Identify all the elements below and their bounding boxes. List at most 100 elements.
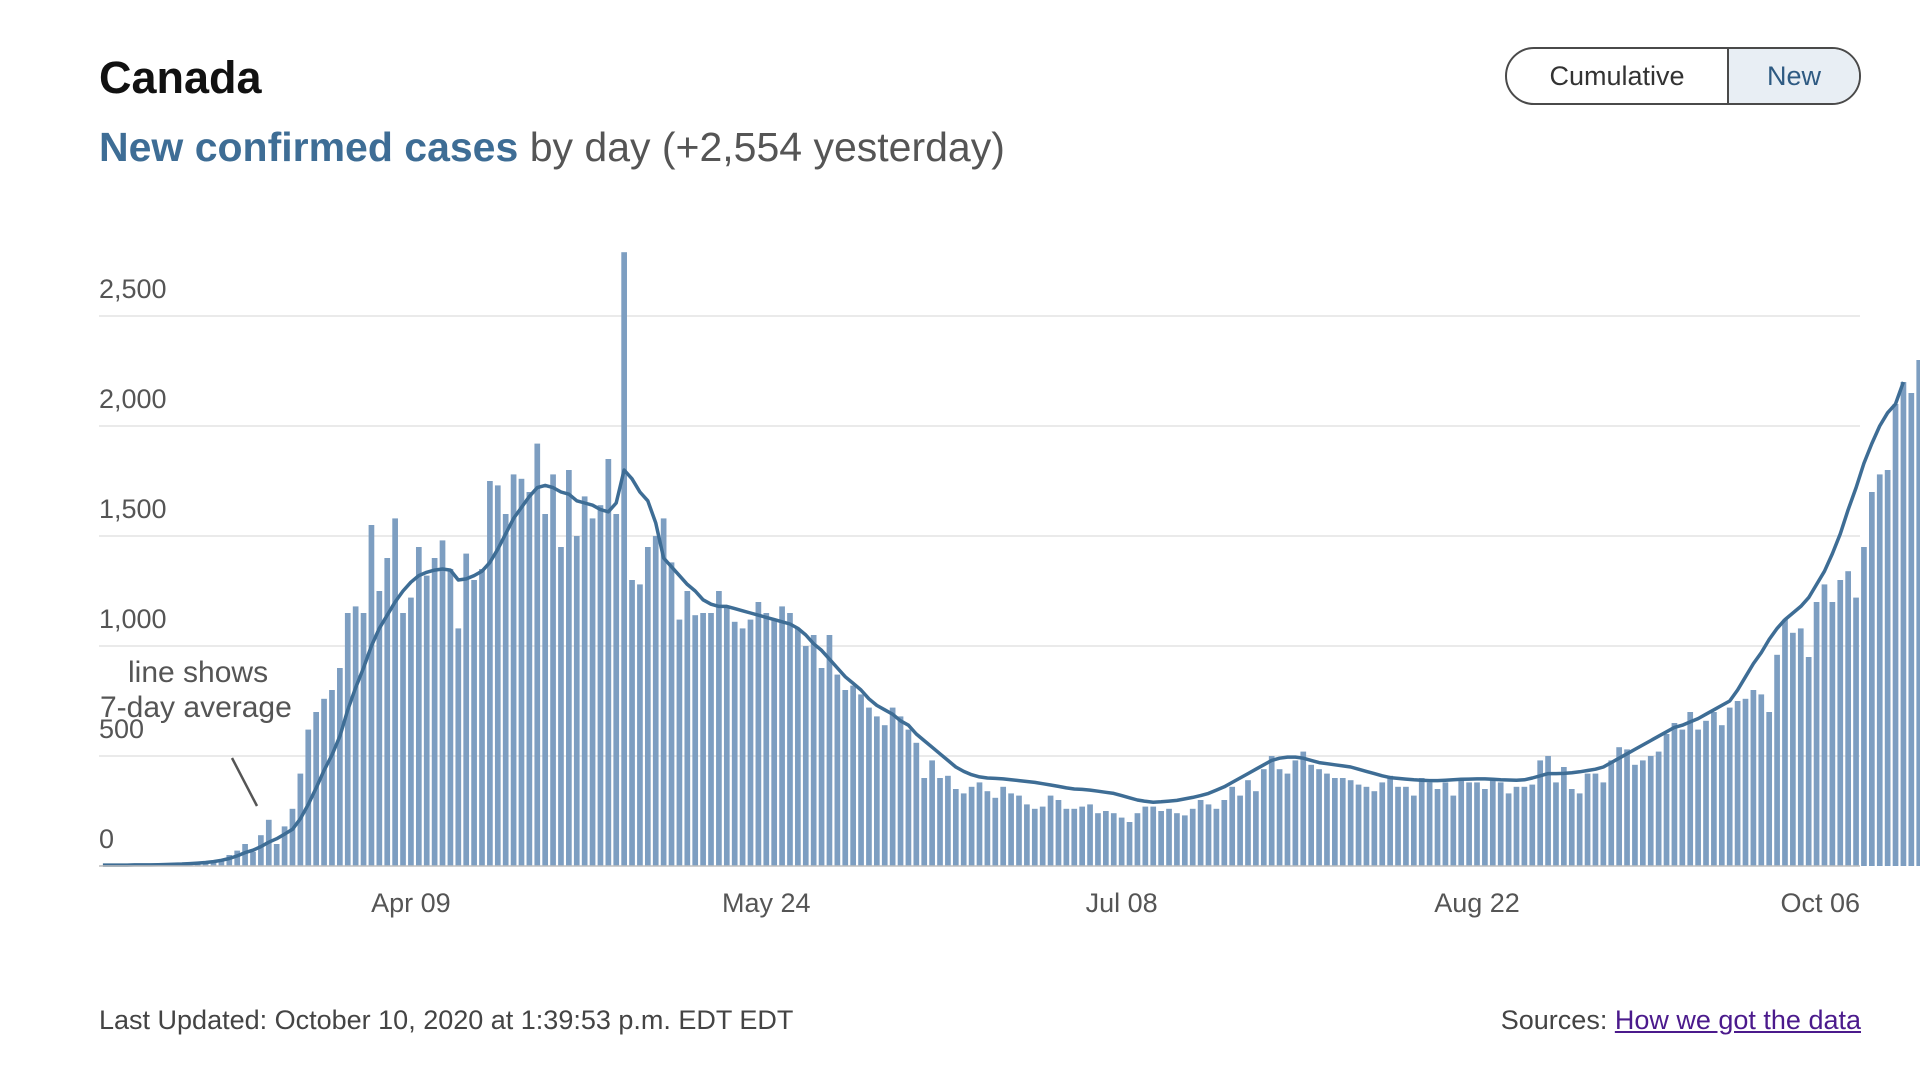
bar: [510, 474, 517, 866]
bar: [423, 575, 430, 866]
bar: [1079, 806, 1086, 866]
bar: [1158, 811, 1164, 866]
y-axis-labels: 0 500 1,000 1,500 2,000 2,500: [99, 274, 167, 854]
bar: [1782, 619, 1788, 866]
bar: [558, 547, 564, 866]
bar: [344, 613, 351, 866]
y-tick-label: 2,500: [99, 274, 167, 304]
bar: [1647, 756, 1654, 866]
new-toggle-button[interactable]: New: [1727, 49, 1859, 103]
bar: [1379, 782, 1386, 866]
x-tick-label: Apr 09: [371, 888, 451, 918]
bar: [250, 851, 256, 866]
bar: [1189, 808, 1196, 866]
bar: [1316, 769, 1322, 866]
bar: [242, 844, 248, 866]
x-tick-label: Jul 08: [1086, 888, 1158, 918]
bar: [1008, 793, 1014, 866]
bar: [605, 459, 612, 866]
bar: [1861, 547, 1867, 866]
bar: [708, 613, 714, 866]
bar: [897, 716, 904, 866]
bar: [581, 496, 588, 866]
view-toggle: Cumulative New: [1505, 47, 1861, 105]
bar: [1434, 789, 1441, 866]
bar: [1174, 813, 1180, 866]
bar: [384, 558, 391, 866]
bar: [1253, 791, 1259, 866]
bar: [747, 619, 754, 866]
bar: [1332, 778, 1338, 866]
bar: [1505, 793, 1512, 866]
metric-title: New confirmed cases: [99, 124, 519, 170]
sources-link[interactable]: How we got the data: [1614, 1005, 1861, 1035]
bar: [1150, 806, 1157, 866]
bar: [1639, 760, 1646, 866]
bar: [305, 729, 312, 866]
cumulative-toggle-button[interactable]: Cumulative: [1549, 60, 1685, 91]
bar: [850, 685, 856, 866]
bar: [1671, 723, 1678, 866]
bar: [1118, 817, 1125, 866]
bar: [1766, 712, 1773, 866]
bar: [1039, 806, 1046, 866]
bar: [1466, 782, 1472, 866]
bar: [1197, 800, 1204, 866]
bar: [487, 481, 493, 866]
bar: [1229, 786, 1236, 866]
bar: [218, 859, 225, 866]
bar: [905, 729, 912, 866]
bar: [1797, 628, 1804, 866]
bar: [566, 470, 572, 866]
bar: [1774, 654, 1780, 866]
bar: [1134, 813, 1141, 866]
bar: [1016, 795, 1022, 866]
bar: [1482, 789, 1488, 866]
bar: [1758, 694, 1765, 866]
bar: [1474, 782, 1480, 866]
bar: [1876, 474, 1883, 866]
average-annotation: line shows 7-day average: [100, 656, 292, 807]
bar: [258, 835, 264, 866]
bar: [652, 536, 659, 866]
bar: [1632, 764, 1638, 866]
bar: [542, 514, 549, 866]
bar: [913, 742, 920, 866]
bar: [929, 760, 935, 866]
bar: [810, 635, 817, 866]
bar: [526, 492, 533, 866]
bar: [1031, 808, 1038, 866]
bar: [921, 778, 928, 866]
bar: [1126, 822, 1133, 866]
bar: [889, 707, 896, 866]
bar: [1734, 701, 1741, 866]
bar: [408, 597, 414, 866]
bar: [1829, 602, 1836, 866]
bar: [1908, 393, 1915, 866]
average-line: [102, 381, 1906, 867]
bar: [1063, 808, 1070, 866]
bar: [842, 690, 849, 866]
bar: [1103, 811, 1109, 866]
cases-chart: 0 500 1,000 1,500 2,000 2,500 Apr 09 May 24 Jul…: [99, 252, 1920, 918]
bar: [1339, 778, 1346, 866]
bar: [1900, 382, 1907, 866]
bar: [1513, 786, 1520, 866]
bar: [329, 690, 335, 866]
bar: [1000, 786, 1007, 866]
bar: [834, 674, 841, 866]
bar: [763, 613, 770, 866]
bar: [1616, 747, 1622, 866]
bar: [1047, 795, 1054, 866]
bar: [1142, 806, 1149, 866]
bar: [621, 252, 627, 866]
bar: [455, 628, 462, 866]
bar: [716, 591, 722, 866]
bar: [1426, 782, 1433, 866]
bar: [723, 606, 730, 866]
bar: [1853, 597, 1859, 866]
bar: [1655, 751, 1662, 866]
bar: [1024, 804, 1030, 866]
annotation-pointer: [230, 757, 259, 807]
bar: [1576, 793, 1583, 866]
